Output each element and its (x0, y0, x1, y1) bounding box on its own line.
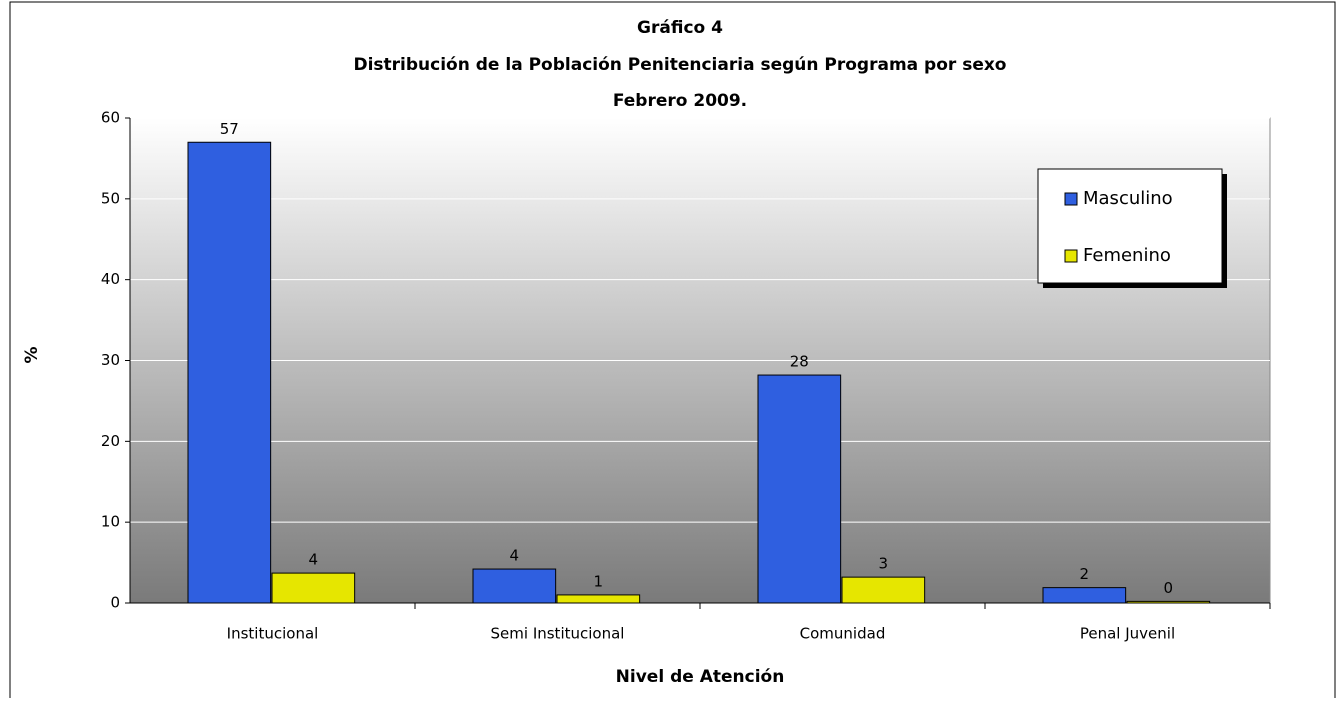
x-tick-label: Semi Institucional (491, 625, 625, 643)
bar (1042, 587, 1127, 604)
y-tick-label: 20 (101, 432, 120, 450)
chart-title: Gráfico 4 (637, 18, 723, 38)
x-tick-label: Institucional (227, 625, 319, 643)
y-tick-label: 30 (101, 351, 120, 369)
data-label: 57 (220, 120, 239, 138)
data-label: 3 (879, 555, 889, 573)
y-tick-label: 50 (101, 189, 120, 207)
y-tick-label: 0 (110, 594, 120, 612)
data-label: 1 (594, 572, 604, 590)
legend-label: Masculino (1083, 188, 1173, 209)
bar (1126, 600, 1211, 604)
y-axis-label: % (22, 346, 42, 363)
bar (271, 572, 356, 604)
bar (841, 576, 926, 604)
bar (757, 374, 842, 604)
bar (556, 594, 641, 604)
data-label: 0 (1164, 579, 1174, 597)
bar (472, 568, 557, 604)
data-label: 4 (309, 551, 319, 569)
chart-subtitle: Distribución de la Población Penitenciar… (353, 55, 1006, 75)
x-tick-label: Comunidad (800, 625, 886, 643)
x-axis-label: Nivel de Atención (616, 667, 785, 687)
legend (1037, 168, 1223, 284)
bar (187, 141, 272, 604)
data-label: 2 (1080, 565, 1090, 583)
legend-swatch (1064, 249, 1078, 263)
x-tick-label: Penal Juvenil (1080, 625, 1175, 643)
legend-label: Femenino (1083, 245, 1171, 266)
data-label: 4 (510, 547, 520, 565)
y-tick-label: 10 (101, 513, 120, 531)
y-tick-label: 40 (101, 270, 120, 288)
chart-subtitle: Febrero 2009. (613, 91, 747, 111)
legend-swatch (1064, 192, 1078, 206)
y-tick-label: 60 (101, 109, 120, 127)
data-label: 28 (790, 353, 809, 371)
